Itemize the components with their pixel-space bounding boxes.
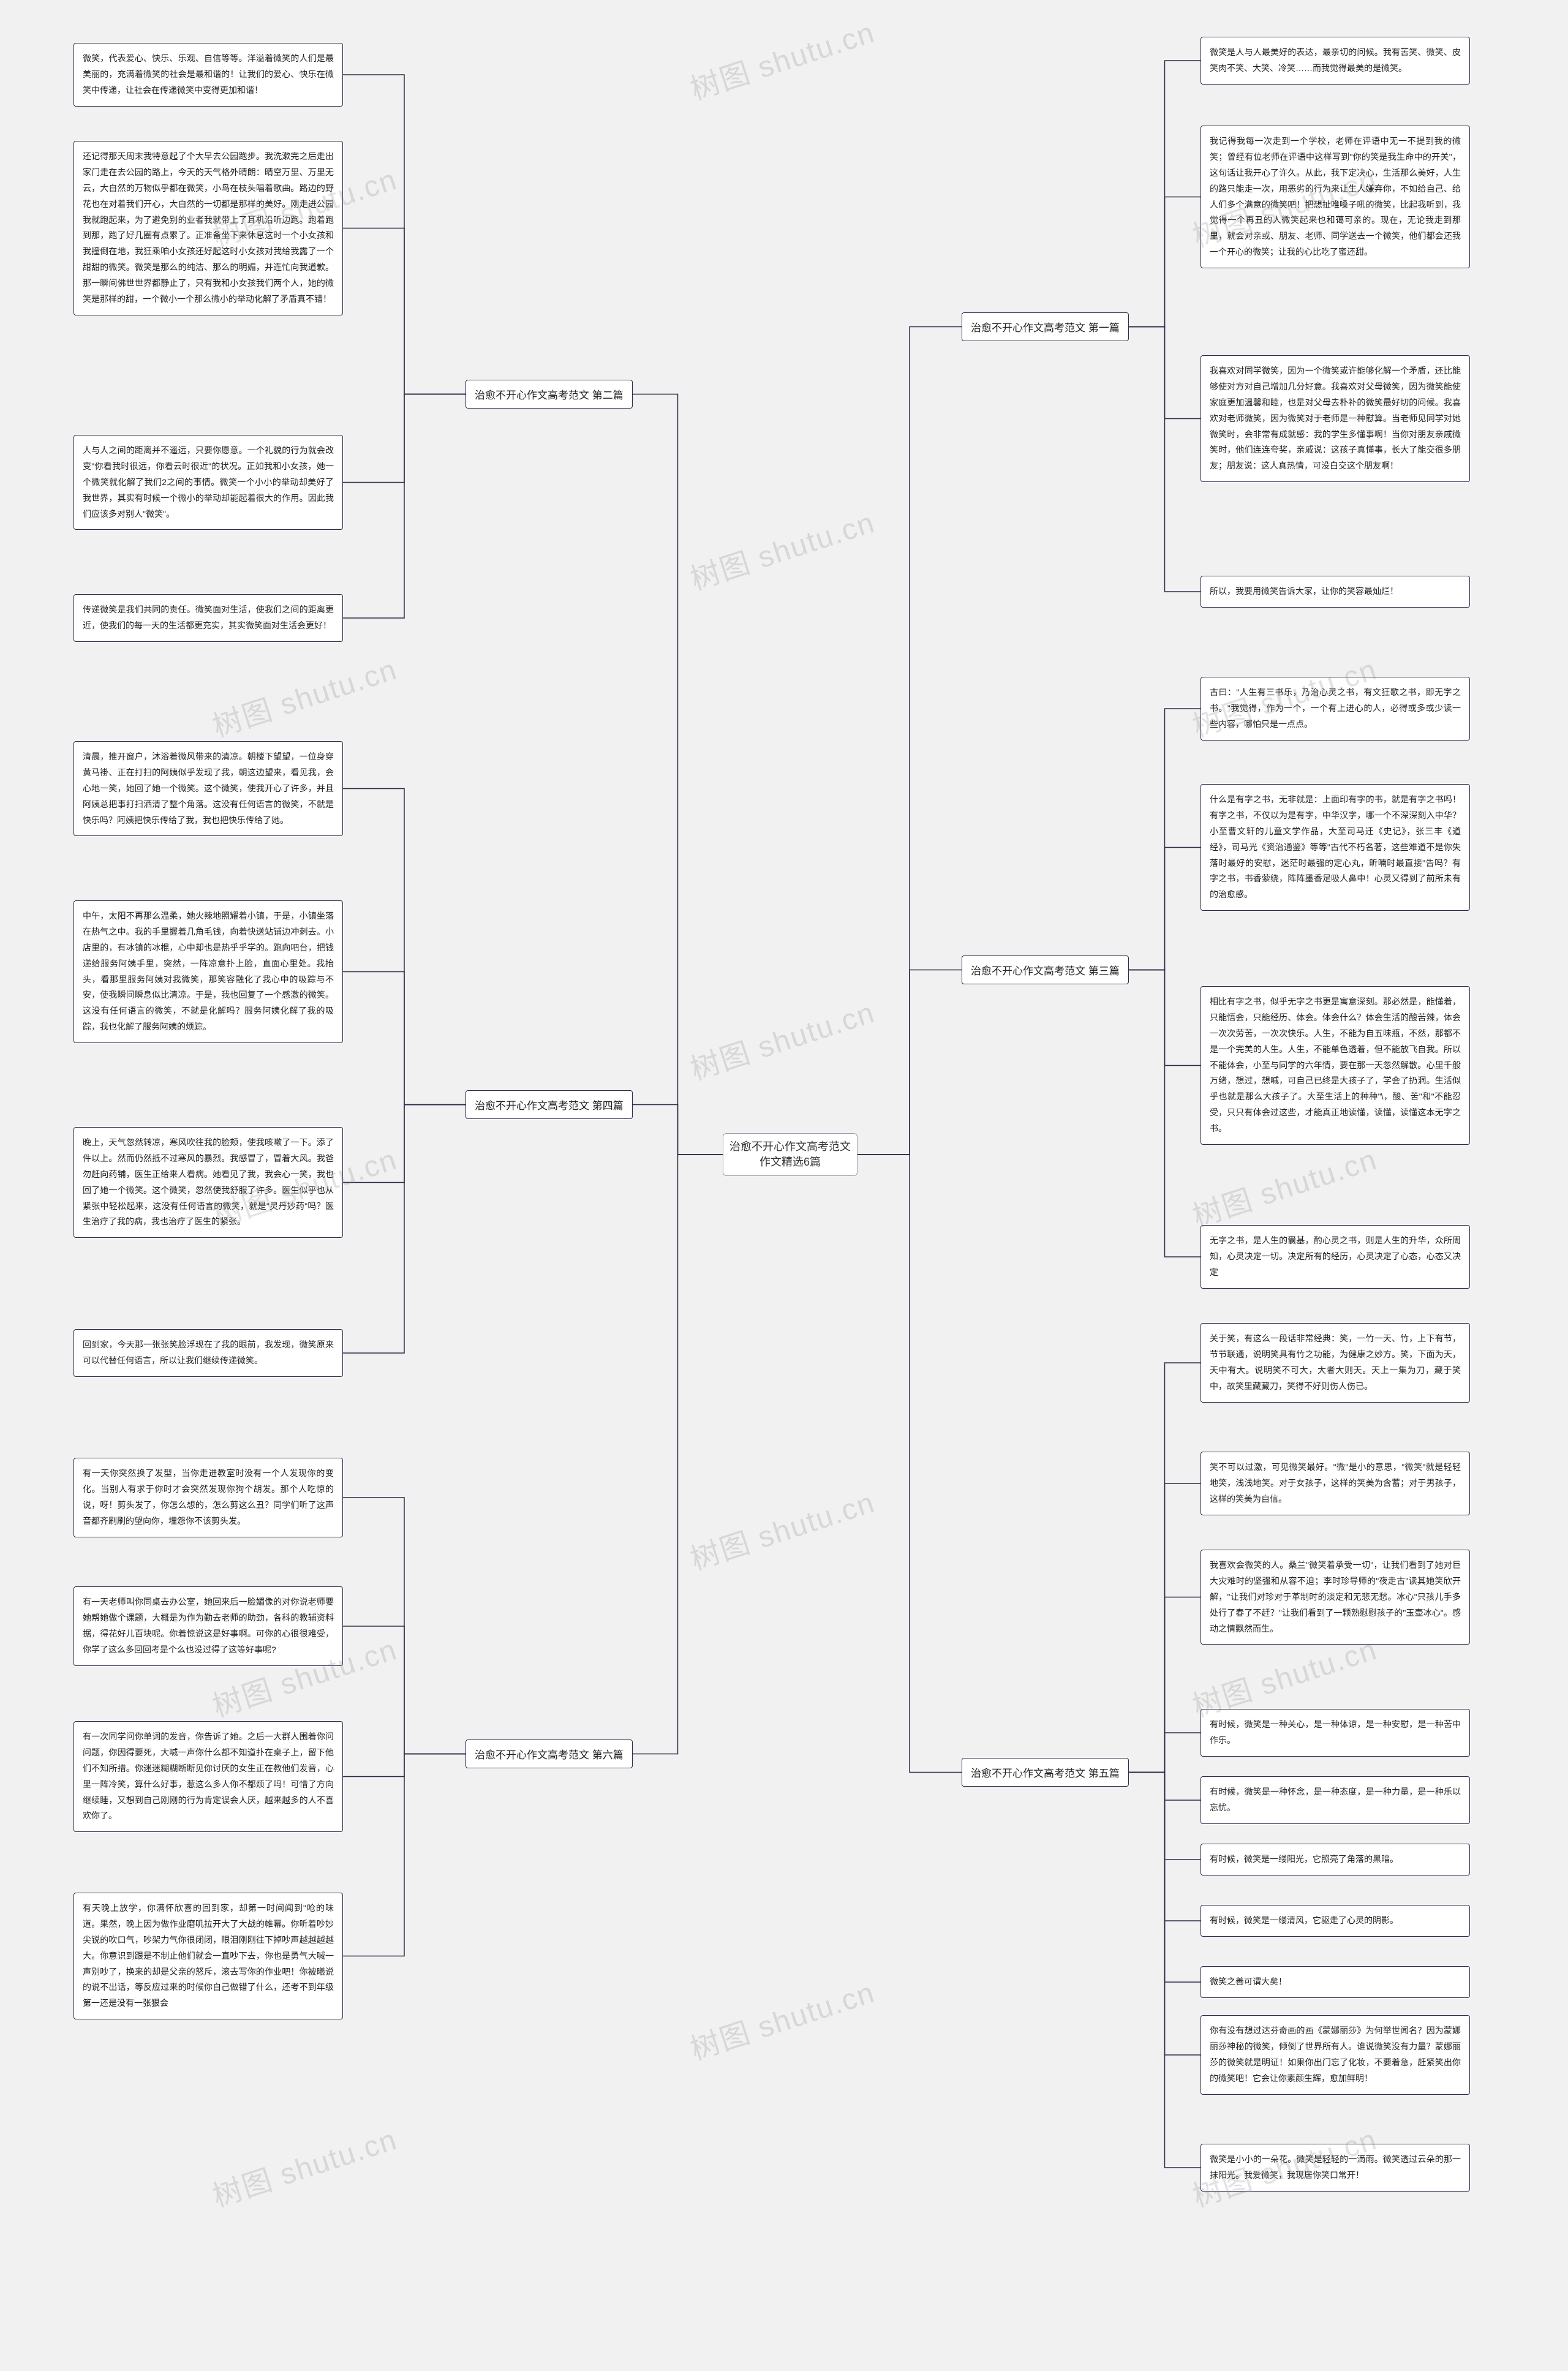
leaf-node: 什么是有字之书，无非就是：上面印有字的书，就是有字之书吗！有字之书，不仅以为是有… <box>1200 784 1470 911</box>
leaf-node: 相比有字之书，似乎无字之书更是寓意深刻。那必然是，能懂着，只能悟会，只能经历、体… <box>1200 986 1470 1145</box>
connector <box>1129 1773 1200 2168</box>
leaf-node: 人与人之间的距离并不遥远，只要你愿意。一个礼貌的行为就会改变"你看我时很远，你看… <box>74 435 343 530</box>
connector <box>1129 61 1200 327</box>
branch-node: 治愈不开心作文高考范文 第一篇 <box>962 312 1129 341</box>
watermark: 树图 shutu.cn <box>684 498 880 598</box>
leaf-node: 微笑之善可谓大矣！ <box>1200 1966 1470 1998</box>
connector <box>343 1105 466 1354</box>
connector <box>1129 1773 1200 1983</box>
connector <box>1129 1363 1200 1773</box>
leaf-node: 微笑，代表爱心、快乐、乐观、自信等等。洋溢着微笑的人们是最美丽的，充满着微笑的社… <box>74 43 343 107</box>
leaf-node: 清晨，推开窗户，沐浴着微风带来的清凉。朝楼下望望，一位身穿黄马褂、正在打扫的阿姨… <box>74 741 343 836</box>
connector <box>1129 327 1200 419</box>
connector <box>343 1754 466 1956</box>
branch-node: 治愈不开心作文高考范文 第五篇 <box>962 1758 1129 1787</box>
leaf-node: 传递微笑是我们共同的责任。微笑面对生活，使我们之间的距离更近，使我们的每一天的生… <box>74 594 343 642</box>
connector <box>1129 1483 1200 1773</box>
leaf-node: 我喜欢会微笑的人。桑兰"微笑着承受一切"，让我们看到了她对巨大灾难时的坚强和从容… <box>1200 1550 1470 1645</box>
connector <box>343 789 466 1105</box>
leaf-node: 有时候，微笑是一缕阳光，它照亮了角落的黑暗。 <box>1200 1844 1470 1875</box>
watermark: 树图 shutu.cn <box>684 988 880 1088</box>
connector <box>858 970 962 1155</box>
branch-node: 治愈不开心作文高考范文 第二篇 <box>466 380 633 409</box>
branch-node: 治愈不开心作文高考范文 第三篇 <box>962 956 1129 984</box>
connector <box>1129 970 1200 1066</box>
connector <box>343 972 466 1105</box>
connector <box>633 1155 723 1754</box>
connector <box>1129 1773 1200 1860</box>
connector <box>343 1626 466 1754</box>
connector <box>1129 1597 1200 1773</box>
leaf-node: 有一天老师叫你同桌去办公室，她回来后一脸媚像的对你说老师要她帮她做个课题，大概是… <box>74 1586 343 1666</box>
leaf-node: 晚上，天气忽然转凉，寒风吹往我的脸颊，使我咳嗽了一下。添了件以上。然而仍然抵不过… <box>74 1127 343 1238</box>
leaf-node: 微笑是小小的一朵花。微笑是轻轻的一滴雨。微笑透过云朵的那一抹阳光。我爱微笑，我现… <box>1200 2144 1470 2192</box>
connector <box>343 75 466 394</box>
connector <box>343 1105 466 1183</box>
connector <box>858 1155 962 1773</box>
leaf-node: 古曰："人生有三书乐，乃治心灵之书，有文狂歌之书，即无字之书。"我觉得，作为一个… <box>1200 677 1470 741</box>
leaf-node: 有时候，微笑是一种怀念，是一种态度，是一种力量，是一种乐以忘忧。 <box>1200 1776 1470 1824</box>
leaf-node: 我记得我每一次走到一个学校，老师在评语中无一不提到我的微笑；曾经有位老师在评语中… <box>1200 126 1470 268</box>
connector <box>633 1105 723 1155</box>
root-node: 治愈不开心作文高考范文 作文精选6篇 <box>723 1133 858 1176</box>
leaf-node: 关于笑，有这么一段话非常经典：笑，一竹一天、竹，上下有节，节节联通，说明笑具有竹… <box>1200 1323 1470 1403</box>
connector <box>1129 1773 1200 1801</box>
connector <box>1129 970 1200 1257</box>
connector <box>1129 709 1200 970</box>
connector <box>858 327 962 1155</box>
connector <box>1129 327 1200 592</box>
leaf-node: 无字之书，是人生的囊基，酌心灵之书，则是人生的升华，众所周知，心灵决定一切。决定… <box>1200 1225 1470 1289</box>
watermark: 树图 shutu.cn <box>684 8 880 108</box>
leaf-node: 笑不可以过激，可见微笑最好。"微"是小的意思，"微笑"就是轻轻地笑，浅浅地笑。对… <box>1200 1452 1470 1515</box>
leaf-node: 所以，我要用微笑告诉大家，让你的笑容最灿烂！ <box>1200 576 1470 608</box>
connector <box>1129 197 1200 327</box>
leaf-node: 有时候，微笑是一种关心，是一种体谅，是一种安慰，是一种苦中作乐。 <box>1200 1709 1470 1757</box>
connector <box>343 228 466 394</box>
connector <box>343 1754 466 1777</box>
watermark: 树图 shutu.cn <box>206 2115 402 2215</box>
connector <box>1129 1773 1200 1921</box>
connector <box>1129 1773 1200 2056</box>
leaf-node: 中午，太阳不再那么温柔，她火辣地照耀着小镇，于是，小镇坐落在热气之中。我的手里握… <box>74 900 343 1043</box>
connector <box>343 394 466 619</box>
branch-node: 治愈不开心作文高考范文 第四篇 <box>466 1090 633 1119</box>
leaf-node: 我喜欢对同学微笑，因为一个微笑或许能够化解一个矛盾，还比能够使对方对自己增加几分… <box>1200 355 1470 482</box>
branch-node: 治愈不开心作文高考范文 第六篇 <box>466 1740 633 1768</box>
connector <box>1129 1733 1200 1773</box>
leaf-node: 有一次同学问你单词的发音，你告诉了她。之后一大群人围着你问问题，你因得要死，大喊… <box>74 1721 343 1832</box>
leaf-node: 有时候，微笑是一缕清风，它驱走了心灵的阴影。 <box>1200 1905 1470 1937</box>
connector <box>343 1498 466 1754</box>
leaf-node: 还记得那天周末我特意起了个大早去公园跑步。我洗漱完之后走出家门走在去公园的路上，… <box>74 141 343 315</box>
leaf-node: 回到家，今天那一张张笑脸浮现在了我的眼前，我发现，微笑原来可以代替任何语言，所以… <box>74 1329 343 1377</box>
watermark: 树图 shutu.cn <box>206 645 402 745</box>
leaf-node: 微笑是人与人最美好的表达，最亲切的问候。我有苦笑、微笑、皮笑肉不笑、大笑、冷笑…… <box>1200 37 1470 85</box>
leaf-node: 你有没有想过达芬奇画的画《蒙娜丽莎》为何举世闻名？因为蒙娜丽莎神秘的微笑，倾倒了… <box>1200 2015 1470 2095</box>
watermark: 树图 shutu.cn <box>684 1478 880 1578</box>
root-label: 治愈不开心作文高考范文 作文精选6篇 <box>727 1139 853 1170</box>
connector <box>1129 848 1200 970</box>
leaf-node: 有天晚上放学，你满怀欣喜的回到家，却第一时间闻到"呛的味道。果然，晚上因为做作业… <box>74 1893 343 2019</box>
watermark: 树图 shutu.cn <box>684 1968 880 2068</box>
leaf-node: 有一天你突然换了发型，当你走进教室时没有一个人发现你的变化。当别人有求于你时才会… <box>74 1458 343 1537</box>
watermark: 树图 shutu.cn <box>1186 1135 1382 1235</box>
connector <box>633 394 723 1155</box>
connector <box>343 394 466 483</box>
